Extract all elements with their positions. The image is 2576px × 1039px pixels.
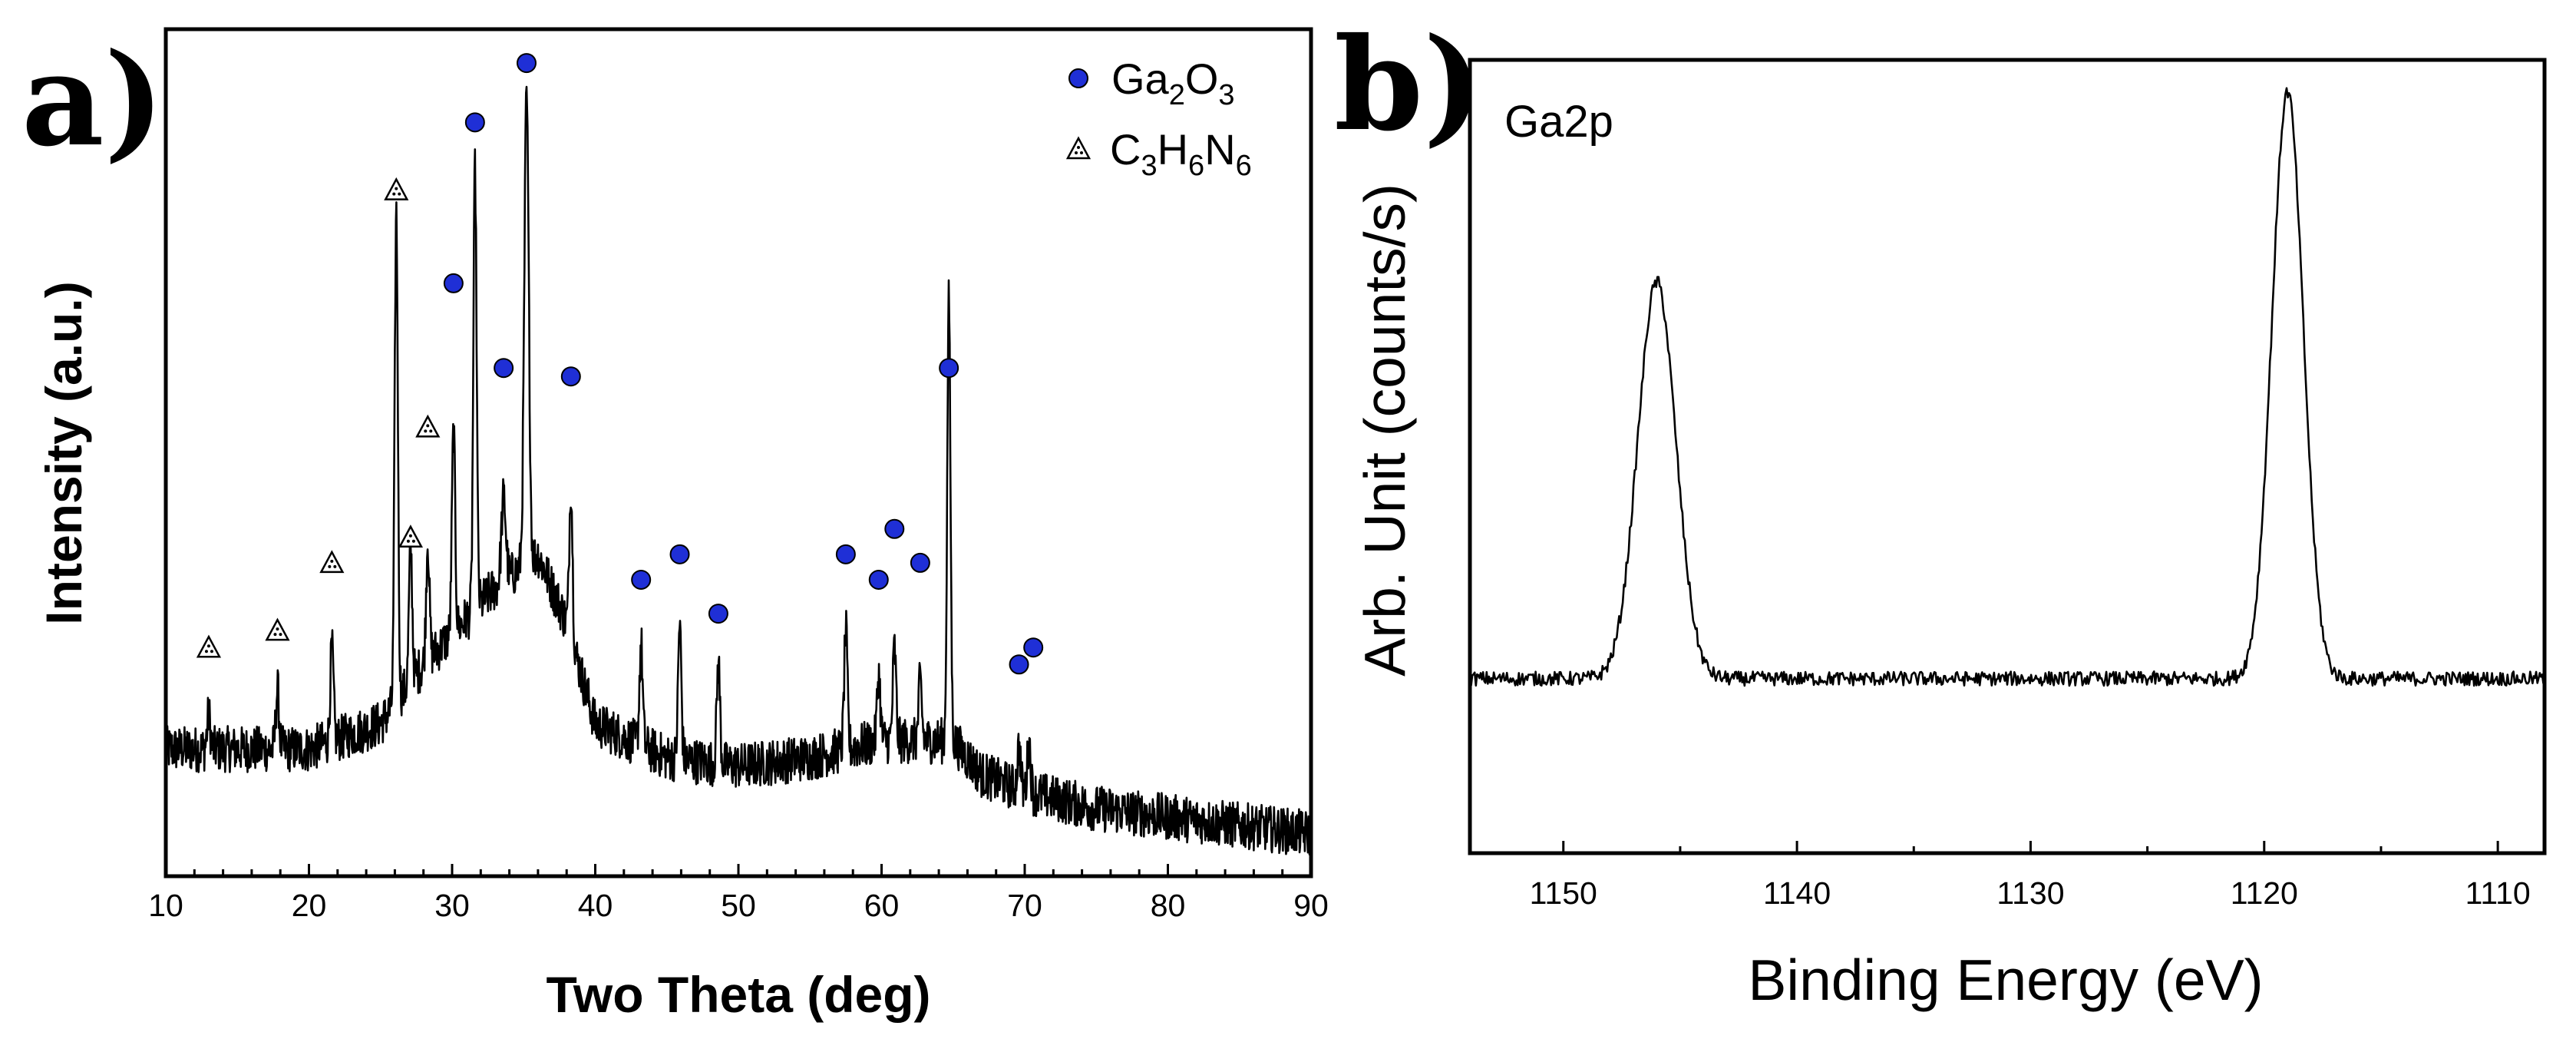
ga2o3-peak-marker — [464, 112, 485, 133]
x-axis-label-a: Two Theta (deg) — [546, 966, 930, 1023]
y-axis-label-b: Arb. Unit (counts/s) — [1352, 184, 1417, 677]
panel-b-letter: b) — [1334, 10, 1484, 160]
x-tick-label-a: 60 — [864, 888, 900, 923]
x-tick-label-a: 90 — [1293, 888, 1329, 923]
legend: Ga2O3 C3H6N6 — [1065, 55, 1252, 182]
x-tick-label-a: 80 — [1151, 888, 1186, 923]
ga2o3-peak-marker — [443, 273, 464, 293]
legend-circle-marker — [1068, 68, 1088, 88]
panel-a-letter: a) — [21, 25, 164, 175]
ga2o3-peak-marker — [884, 518, 905, 539]
panel-a-xrd: a) 10 20 30 40 50 60 70 80 90 Ga2O3 C3H6N6 Two T… — [21, 25, 1329, 1023]
legend-triangle-marker — [1065, 136, 1091, 160]
ga2o3-peak-marker — [868, 569, 889, 590]
ga2o3-peak-marker — [1009, 654, 1029, 675]
c3h6n6-peak-marker — [398, 524, 424, 548]
x-axis-label-b: Binding Energy (eV) — [1748, 948, 2263, 1012]
x-tick-label-a: 30 — [434, 888, 470, 923]
x-tick-label-b: 1130 — [1996, 875, 2064, 911]
x-tick-label-a: 20 — [292, 888, 327, 923]
x-axis-ticks-a — [164, 864, 1313, 876]
x-tick-label-b: 1150 — [1530, 875, 1597, 911]
c3h6n6-peak-marker — [196, 634, 222, 658]
x-tick-label-a: 70 — [1007, 888, 1042, 923]
x-tick-label-b: 1140 — [1763, 875, 1831, 911]
peak-markers — [196, 53, 1044, 675]
x-tick-label-a: 40 — [578, 888, 613, 923]
plot-b-frame — [1468, 58, 2547, 855]
xrd-pattern-line — [164, 85, 1313, 855]
x-tick-label-b: 1120 — [2231, 875, 2298, 911]
c3h6n6-peak-marker — [265, 617, 290, 641]
c3h6n6-peak-marker — [319, 550, 345, 574]
xps-spectrum-line — [1468, 87, 2546, 687]
x-tick-label-a: 10 — [148, 888, 183, 923]
x-tick-labels-a: 10 20 30 40 50 60 70 80 90 — [148, 888, 1329, 923]
ga2o3-peak-marker — [939, 358, 959, 379]
ga2o3-peak-marker — [1023, 637, 1044, 658]
ga2p-annotation: Ga2p — [1504, 97, 1613, 147]
panel-b-xps: b) Ga2p 1150 1140 1130 1120 1110 Binding Ene… — [1334, 10, 2547, 1012]
ga2o3-peak-marker — [835, 544, 856, 564]
x-tick-label-b: 1110 — [2465, 875, 2531, 911]
ga2o3-peak-marker — [516, 53, 537, 74]
legend-ga2o3-label: Ga2O3 — [1111, 55, 1235, 111]
x-axis-ticks-b — [1562, 841, 2499, 853]
x-tick-label-a: 50 — [721, 888, 756, 923]
ga2o3-peak-marker — [631, 569, 652, 590]
ga2o3-peak-marker — [494, 358, 514, 379]
legend-c3h6n6-label: C3H6N6 — [1110, 125, 1252, 182]
y-axis-label-a: Intensity (a.u.) — [35, 281, 92, 624]
ga2o3-peak-marker — [708, 604, 728, 624]
ga2o3-peak-marker — [910, 552, 930, 573]
c3h6n6-peak-marker — [384, 177, 409, 200]
c3h6n6-peak-marker — [415, 414, 441, 438]
x-tick-labels-b: 1150 1140 1130 1120 1110 — [1530, 875, 2531, 911]
ga2o3-peak-marker — [560, 366, 581, 387]
ga2o3-peak-marker — [669, 544, 690, 564]
